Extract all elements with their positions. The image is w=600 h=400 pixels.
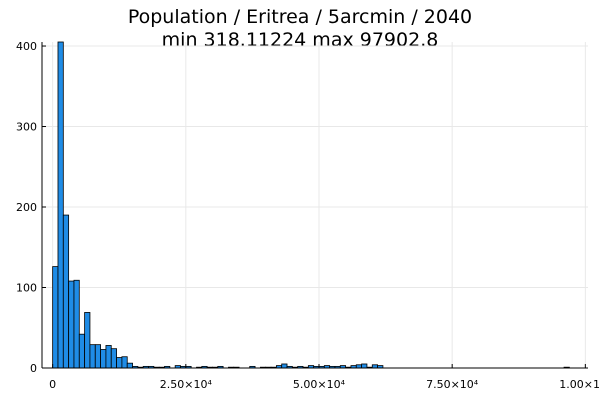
histogram-bar: [52, 266, 59, 369]
y-axis-ticks: 0 100 200 300 400: [16, 40, 46, 375]
grid-lines: [42, 42, 588, 369]
x-tick-label: 5.00×10⁴: [293, 378, 346, 391]
x-tick-label: 2.50×10⁴: [160, 378, 213, 391]
histogram-bar: [73, 279, 80, 369]
y-tick-label: 400: [16, 40, 37, 53]
histogram-bar: [281, 363, 288, 369]
histogram-bar: [110, 348, 117, 369]
histogram-bar: [126, 362, 133, 369]
y-tick-label: 200: [16, 201, 37, 214]
y-tick-label: 300: [16, 121, 37, 134]
histogram-bar: [100, 349, 107, 369]
histogram-bars: [52, 41, 570, 369]
x-tick-label: 1.00×10⁵: [559, 378, 600, 391]
histogram-bar: [94, 344, 101, 369]
x-tick-label: 7.50×10⁴: [426, 378, 479, 391]
histogram-bar: [121, 356, 128, 369]
histogram-bar: [68, 280, 75, 369]
histogram-bar: [62, 214, 70, 369]
x-axis-ticks: 0 2.50×10⁴ 5.00×10⁴ 7.50×10⁴ 1.00×10⁵: [49, 364, 600, 391]
chart-subtitle: min 318.11224 max 97902.8: [161, 29, 439, 51]
histogram-bar: [89, 344, 96, 369]
histogram-bar: [116, 357, 123, 369]
histogram-bar: [57, 41, 64, 369]
axes: [41, 42, 588, 369]
histogram-bar: [361, 363, 368, 369]
chart-title: Population / Eritrea / 5arcmin / 2040: [127, 6, 473, 28]
y-tick-label: 0: [30, 362, 37, 375]
x-tick-label: 0: [49, 378, 56, 391]
y-tick-label: 100: [16, 282, 37, 295]
histogram-bar: [84, 312, 91, 369]
histogram-bar: [105, 345, 112, 369]
histogram-bar: [78, 333, 86, 369]
